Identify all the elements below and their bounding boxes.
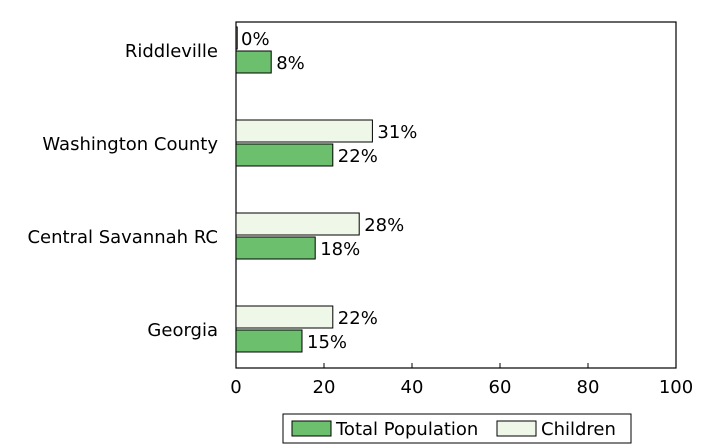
bar-label-total-population-georgia: 15% <box>307 332 347 353</box>
x-tick-label-100: 100 <box>659 377 693 398</box>
bar-total-population-riddleville <box>235 50 272 74</box>
x-ticks-group: 0 20 40 60 80 100 <box>230 363 693 398</box>
legend-frame <box>282 413 632 444</box>
x-tick-label-80: 80 <box>577 377 600 398</box>
bar-children-georgia <box>235 305 334 329</box>
category-label-central-savannah-rc: Central Savannah RC <box>27 227 218 248</box>
bar-label-total-population-riddleville: 8% <box>276 53 305 74</box>
bar-children-central-savannah-rc <box>235 212 360 236</box>
bar-label-children-georgia: 22% <box>338 308 378 329</box>
category-label-riddleville: Riddleville <box>125 41 218 62</box>
bar-total-population-central-savannah-rc <box>235 236 316 260</box>
legend-label-children: Children <box>541 419 616 440</box>
bars-group <box>235 26 373 353</box>
legend: Total Population Children <box>282 413 632 444</box>
plot-area-frame <box>235 21 677 369</box>
x-tick-label-20: 20 <box>313 377 336 398</box>
bar-total-population-georgia <box>235 329 303 353</box>
bar-total-population-washington-county <box>235 143 334 167</box>
bar-label-total-population-central-savannah-rc: 18% <box>320 239 360 260</box>
bar-labels-group: 0% 8% 31% 22% 28%18% 22% 15% <box>241 29 417 353</box>
bar-label-children-riddleville: 0% <box>241 29 270 50</box>
category-labels-group: Riddleville Washington County Central Sava… <box>27 41 218 341</box>
x-tick-label-60: 60 <box>489 377 512 398</box>
x-tick-label-40: 40 <box>401 377 424 398</box>
bar-children-riddleville <box>235 26 238 50</box>
bar-label-children-central-savannah-rc: 28% <box>364 215 404 236</box>
category-label-georgia: Georgia <box>147 320 218 341</box>
bar-children-washington-county <box>235 119 373 143</box>
legend-swatch-total-population <box>291 420 332 437</box>
legend-label-total-population: Total Population <box>335 419 478 440</box>
legend-swatch-children <box>496 420 537 437</box>
category-label-washington-county: Washington County <box>42 134 218 155</box>
x-tick-label-0: 0 <box>230 377 241 398</box>
bar-label-total-population-washington-county: 22% <box>338 146 378 167</box>
bar-label-children-washington-county: 31% <box>377 122 417 143</box>
